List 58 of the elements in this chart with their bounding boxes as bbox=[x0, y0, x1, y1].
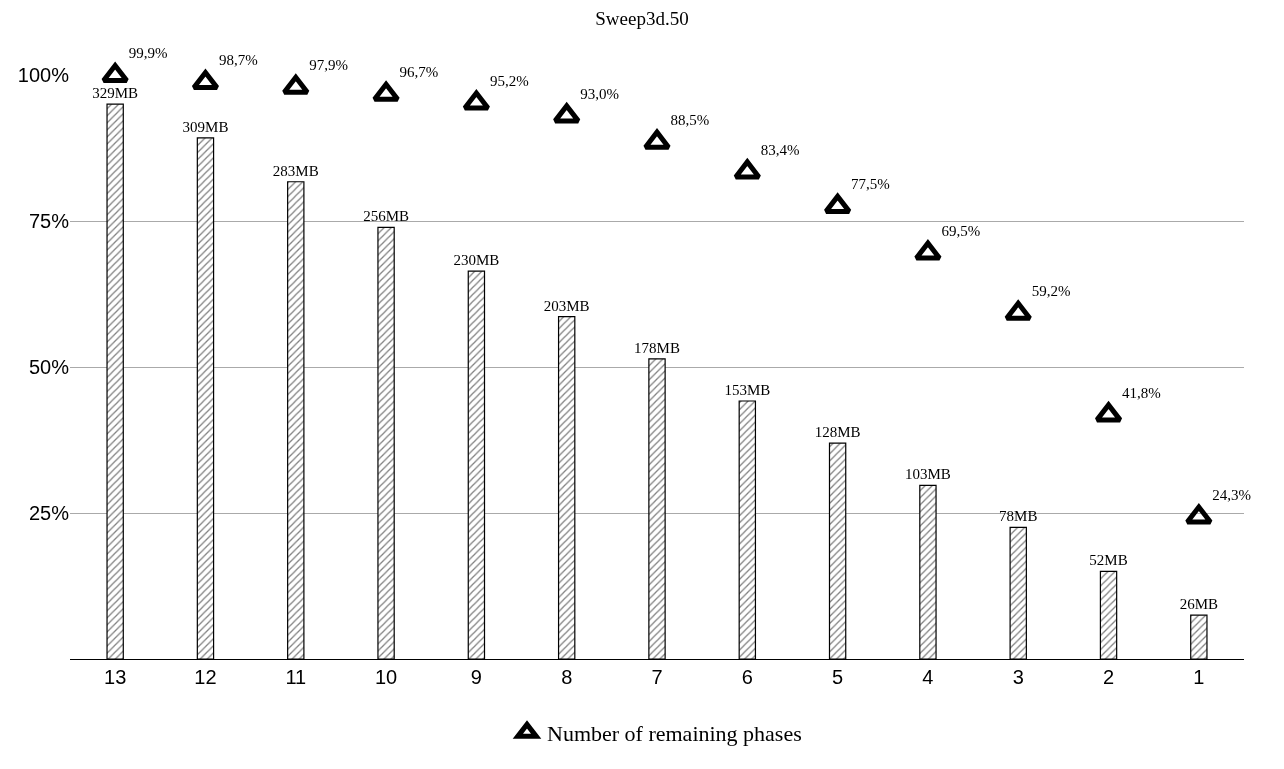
point bbox=[191, 70, 220, 91]
data-label: 329MB bbox=[92, 85, 139, 102]
data-label: 103MB bbox=[905, 466, 951, 483]
x-tick-label: 8 bbox=[561, 666, 573, 688]
data-label: 77,5% bbox=[851, 176, 890, 193]
point bbox=[1004, 300, 1033, 321]
x-tick-label: 13 bbox=[104, 666, 127, 688]
x-tick-label: 2 bbox=[1102, 666, 1115, 688]
data-label: 99,9% bbox=[128, 45, 168, 62]
data-label: 52MB bbox=[1089, 552, 1128, 569]
data-label: 97,9% bbox=[309, 57, 349, 74]
data-label: 283MB bbox=[272, 162, 319, 179]
point bbox=[913, 240, 942, 261]
y-tick-label: 25% bbox=[28, 502, 70, 524]
point bbox=[281, 74, 310, 95]
data-label: 93,0% bbox=[580, 85, 619, 102]
data-label: 83,4% bbox=[760, 141, 800, 158]
x-tick-label: 5 bbox=[832, 666, 844, 688]
point bbox=[462, 90, 491, 111]
x-tick-label: 12 bbox=[194, 666, 217, 688]
data-label: 203MB bbox=[543, 297, 590, 314]
y-tick-label: 50% bbox=[28, 356, 70, 378]
legend-label: Number of remaining phases bbox=[547, 720, 802, 746]
x-tick-label: 10 bbox=[374, 666, 398, 688]
data-label: 128MB bbox=[814, 424, 861, 441]
point bbox=[101, 63, 130, 84]
point bbox=[823, 193, 852, 214]
data-label: 256MB bbox=[363, 208, 409, 225]
point bbox=[1094, 402, 1123, 423]
x-tick-label: 9 bbox=[470, 666, 482, 688]
point bbox=[552, 103, 581, 124]
y-tick-label: 75% bbox=[28, 210, 70, 232]
data-label: 69,5% bbox=[941, 222, 981, 239]
x-tick-label: 6 bbox=[741, 666, 753, 688]
data-label: 95,2% bbox=[489, 72, 529, 89]
data-label: 230MB bbox=[453, 252, 500, 269]
x-tick-label: 4 bbox=[922, 666, 934, 688]
point bbox=[642, 129, 672, 150]
data-label: 59,2% bbox=[1031, 283, 1071, 300]
data-label: 153MB bbox=[724, 381, 771, 398]
x-tick-label: 11 bbox=[285, 666, 307, 688]
y-tick-label: 100% bbox=[17, 64, 70, 86]
data-label: 98,7% bbox=[218, 52, 258, 69]
data-label: 26MB bbox=[1179, 596, 1219, 613]
data-label: 88,5% bbox=[670, 111, 710, 128]
data-label: 24,3% bbox=[1212, 486, 1252, 503]
chart-title: Sweep3d.50 bbox=[595, 7, 689, 29]
x-tick-label: 3 bbox=[1012, 666, 1024, 688]
x-tick-label: 7 bbox=[651, 666, 663, 688]
data-label: 309MB bbox=[182, 118, 229, 135]
data-label: 178MB bbox=[634, 339, 680, 356]
data-label: 41,8% bbox=[1122, 384, 1161, 401]
x-tick-label: 1 bbox=[1193, 666, 1205, 688]
point bbox=[1184, 504, 1213, 525]
data-label: 96,7% bbox=[399, 64, 439, 81]
data-label: 78MB bbox=[999, 508, 1038, 525]
point bbox=[733, 159, 762, 180]
point bbox=[372, 81, 401, 102]
